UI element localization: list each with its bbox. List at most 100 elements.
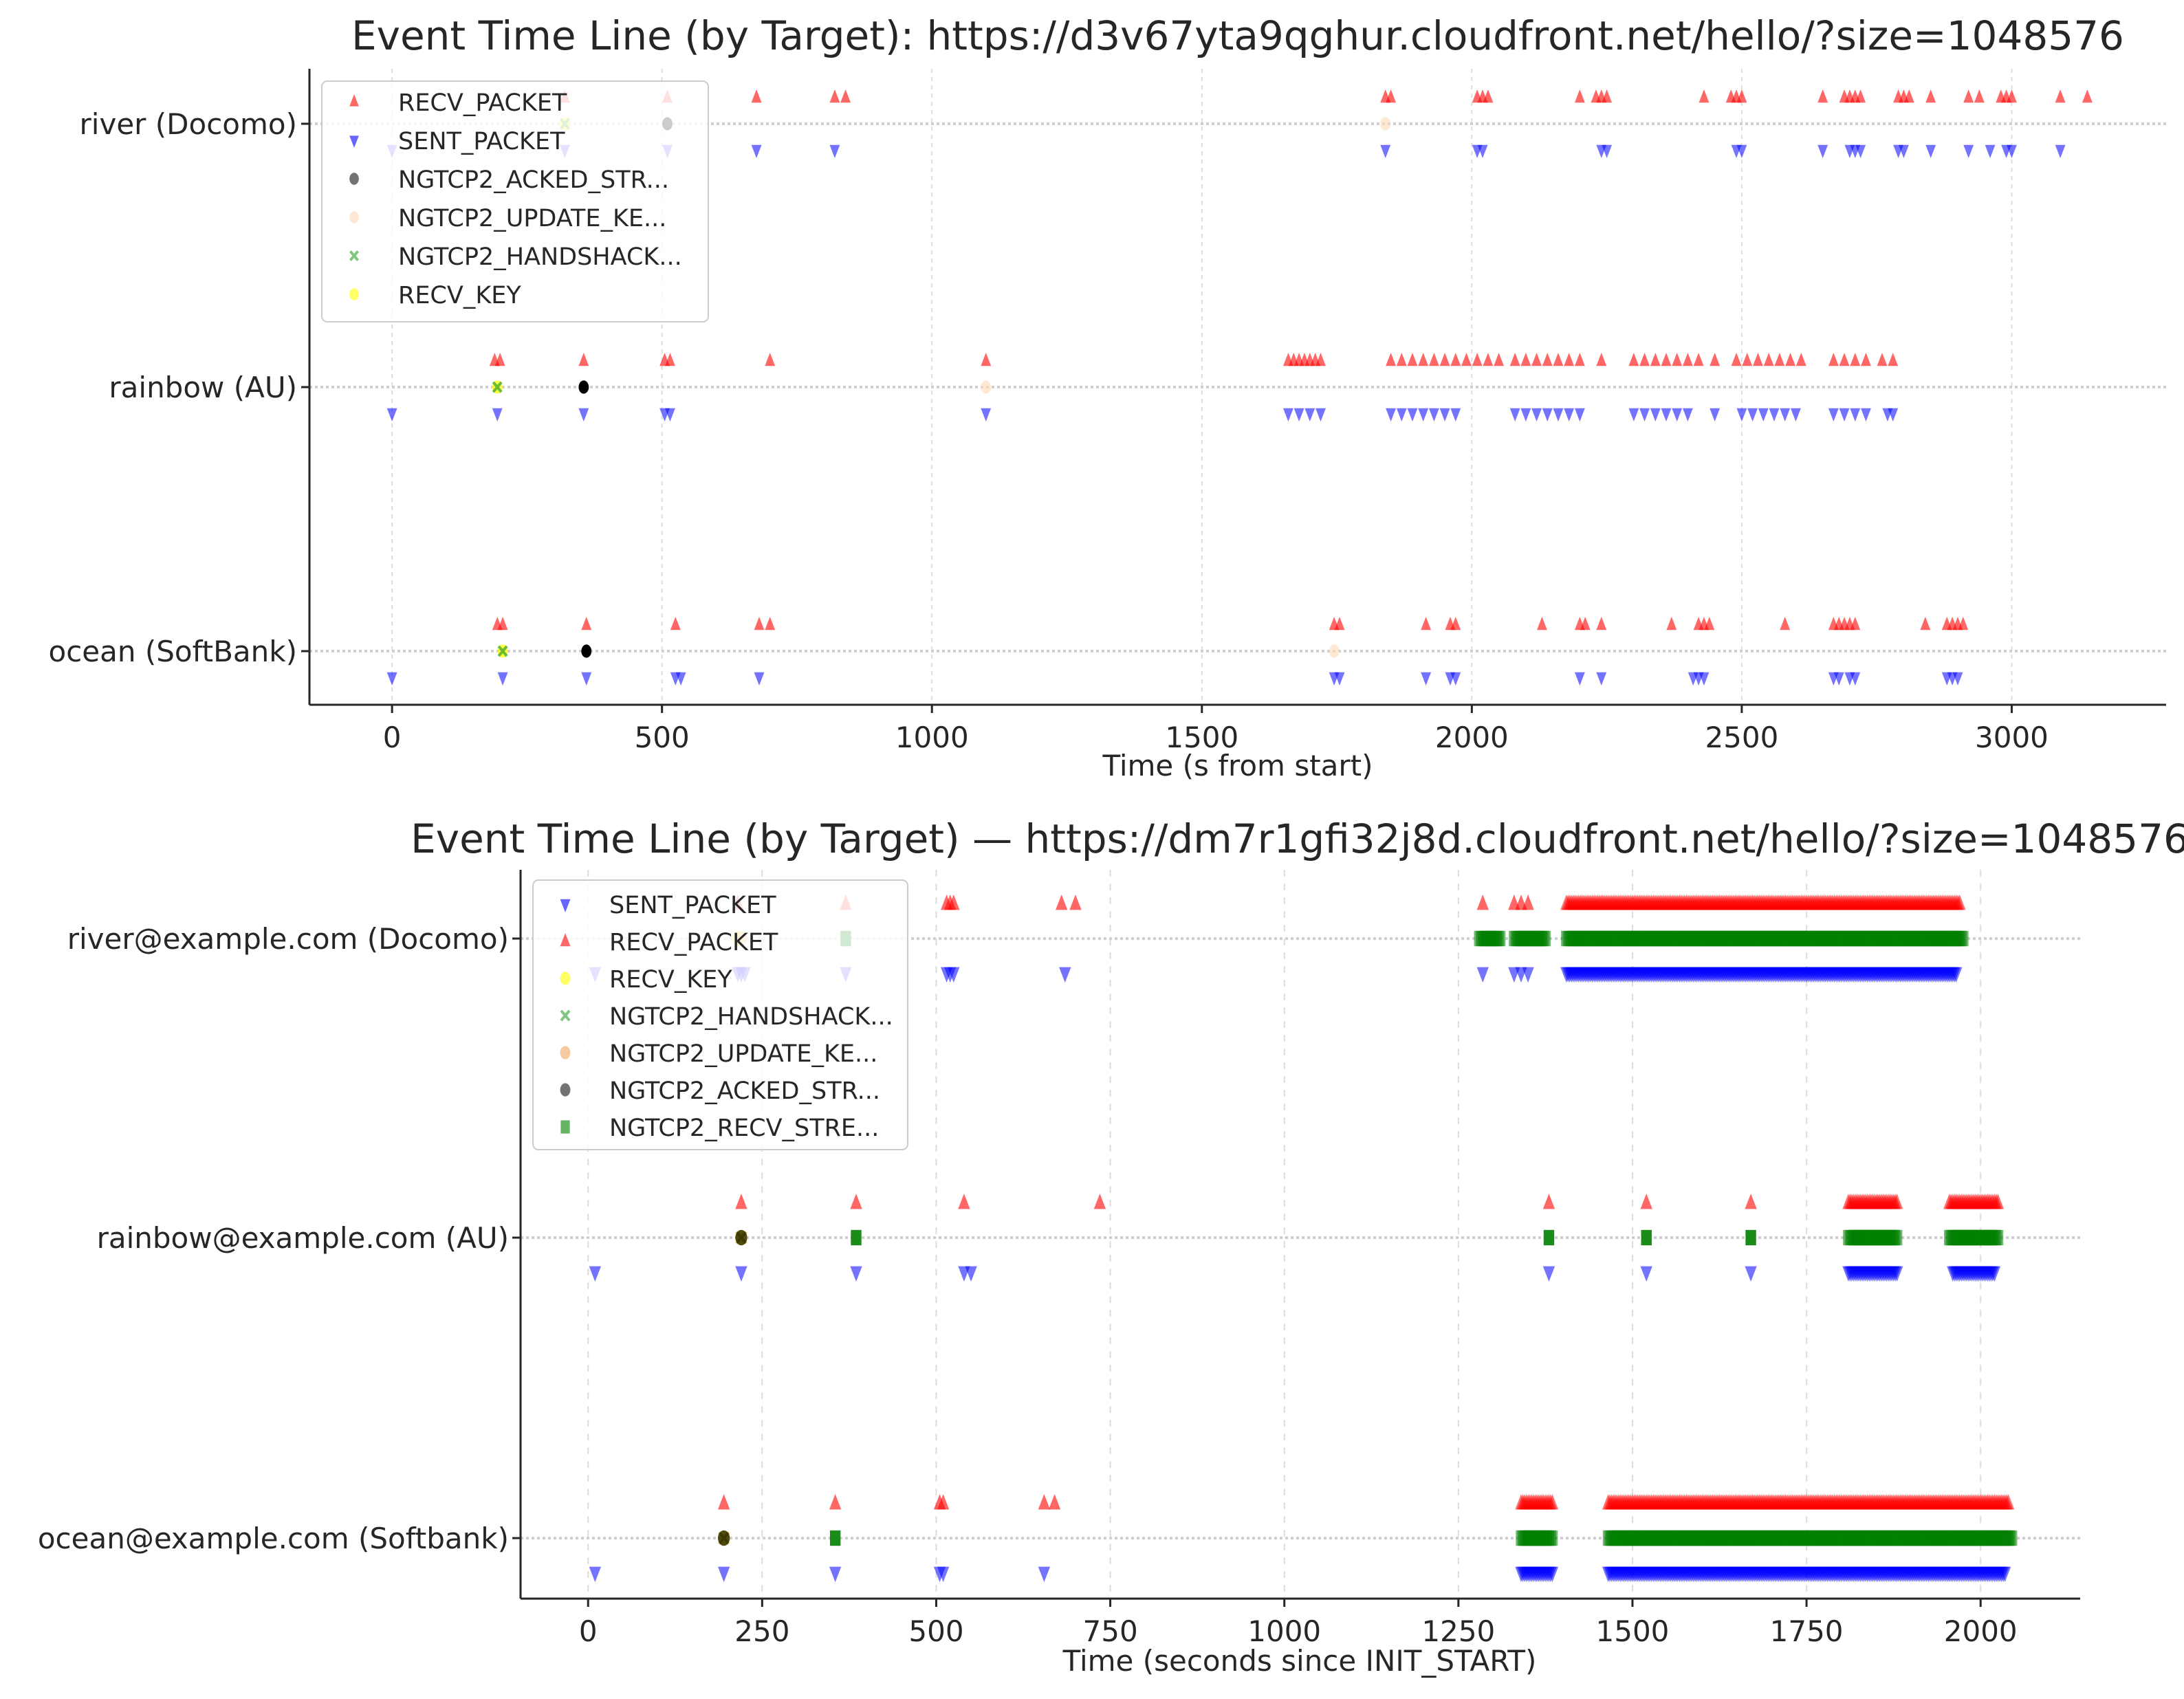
sent-packet-marker — [386, 672, 397, 686]
legend-label: SENT_PACKET — [609, 892, 776, 919]
sent-packet-marker — [1855, 144, 1866, 158]
recv-packet-marker — [1056, 895, 1068, 910]
recv-stream-marker — [1958, 930, 1969, 947]
recv-packet-marker — [1421, 617, 1432, 631]
recv-packet-marker — [1048, 1494, 1061, 1510]
recv-packet-marker — [829, 89, 840, 103]
recv-stream-marker — [560, 1120, 570, 1134]
circle-marker — [735, 1229, 747, 1246]
sent-packet-marker — [1450, 672, 1461, 686]
bottom-chart-title: Event Time Line (by Target) — https://dm… — [411, 815, 2184, 862]
sent-packet-marker — [2007, 144, 2017, 158]
recv-packet-marker — [1672, 353, 1683, 366]
sent-packet-marker — [850, 1266, 862, 1282]
sent-packet-marker — [1476, 967, 1489, 983]
sent-packet-marker — [1747, 408, 1758, 421]
recv-packet-marker — [1536, 617, 1547, 631]
x-tick-label: 1250 — [1421, 1614, 1495, 1648]
recv-packet-marker — [1602, 89, 1613, 103]
x-tick-label: 2500 — [1705, 721, 1778, 754]
x-tick-label: 500 — [908, 1614, 963, 1648]
top-chart-title: Event Time Line (by Target): https://d3v… — [351, 12, 2124, 59]
sent-packet-marker — [1520, 408, 1531, 421]
sent-packet-marker — [1574, 408, 1585, 421]
sent-packet-marker — [1661, 408, 1672, 421]
recv-packet-marker — [1483, 89, 1494, 103]
legend-label: RECV_KEY — [398, 282, 521, 309]
recv-packet-marker — [1450, 353, 1461, 366]
recv-packet-marker — [1596, 353, 1607, 366]
recv-packet-marker — [1963, 89, 1974, 103]
recv-stream-marker — [2007, 1530, 2018, 1546]
recv-packet-marker — [765, 353, 776, 366]
handshake-marker — [349, 250, 360, 261]
recv-packet-marker — [1742, 353, 1753, 366]
recv-packet-marker — [829, 1494, 842, 1510]
sent-packet-marker — [1304, 408, 1315, 421]
recv-packet-marker — [1628, 353, 1639, 366]
recv-packet-marker — [1693, 353, 1704, 366]
x-tick-label: 0 — [383, 721, 402, 754]
sent-packet-marker — [2055, 144, 2066, 158]
bottom-chart: Event Time Line (by Target) — https://dm… — [38, 815, 2184, 1678]
recv-packet-marker — [1920, 617, 1931, 631]
circle-marker — [349, 211, 359, 223]
recv-packet-marker — [1682, 353, 1693, 366]
bottom-legend: SENT_PACKET RECV_PACKET RECV_KEY NGTCP2_HAN… — [532, 879, 908, 1150]
recv-packet-marker — [981, 353, 992, 366]
bottom-y-ticks: river@example.com (Docomo) rainbow@examp… — [38, 922, 509, 1555]
recv-packet-marker — [1785, 353, 1796, 366]
sent-packet-marker — [1828, 408, 1839, 421]
sent-packet-marker — [1998, 1566, 2011, 1582]
recv-stream-marker — [1547, 1530, 1558, 1546]
x-tick-label: 750 — [1083, 1614, 1138, 1648]
recv-packet-marker — [1925, 89, 1936, 103]
recv-packet-marker — [1520, 353, 1531, 366]
sent-packet-marker — [1450, 408, 1461, 421]
sent-packet-marker — [1602, 144, 1613, 158]
recv-packet-marker — [1315, 353, 1326, 366]
recv-packet-marker — [937, 1494, 950, 1510]
bottom-ytick-river: river@example.com (Docomo) — [67, 922, 509, 956]
sent-packet-marker — [1952, 672, 1963, 686]
recv-packet-marker — [1736, 89, 1747, 103]
recv-packet-marker — [560, 933, 571, 947]
recv-packet-marker — [1640, 1194, 1652, 1209]
x-tick-label: 3000 — [1975, 721, 2049, 754]
sent-packet-marker — [1710, 408, 1721, 421]
recv-packet-marker — [578, 353, 589, 366]
sent-packet-marker — [1736, 144, 1747, 158]
bottom-ytick-ocean: ocean@example.com (Softbank) — [38, 1522, 509, 1555]
top-chart: Event Time Line (by Target): https://d3v… — [49, 12, 2166, 782]
sent-packet-marker — [1699, 672, 1710, 686]
recv-packet-marker — [1828, 353, 1839, 366]
recv-packet-marker — [2002, 1494, 2015, 1510]
legend-label: NGTCP2_RECV_STRE... — [609, 1115, 879, 1142]
bottom-x-ticks: 0 250 500 750 1000 1250 1500 1750 2000 — [512, 937, 2018, 1648]
top-legend-frame — [321, 80, 709, 322]
sent-packet-marker — [1736, 408, 1747, 421]
sent-packet-marker — [1553, 408, 1564, 421]
recv-packet-marker — [1553, 353, 1564, 366]
recv-packet-marker — [1546, 1494, 1559, 1510]
sent-packet-marker — [665, 408, 675, 421]
recv-packet-marker — [1574, 353, 1585, 366]
recv-packet-marker — [665, 353, 675, 366]
recv-packet-marker — [1038, 1494, 1051, 1510]
recv-packet-marker — [1580, 617, 1591, 631]
sent-packet-marker — [1861, 408, 1871, 421]
recv-packet-marker — [1639, 353, 1650, 366]
recv-packet-marker — [1839, 353, 1850, 366]
sent-packet-marker — [1850, 672, 1861, 686]
recv-packet-marker — [1334, 617, 1345, 631]
sent-packet-marker — [1963, 144, 1974, 158]
recv-stream-marker — [1641, 1229, 1652, 1246]
recv-packet-marker — [1877, 353, 1888, 366]
recv-packet-marker — [1753, 353, 1763, 366]
top-x-label: Time (s from start) — [1102, 749, 1373, 782]
sent-packet-marker — [1790, 408, 1801, 421]
sent-packet-marker — [1850, 408, 1861, 421]
recv-packet-marker — [1661, 353, 1672, 366]
sent-packet-marker — [1542, 1266, 1555, 1282]
recv-packet-marker — [948, 895, 960, 910]
